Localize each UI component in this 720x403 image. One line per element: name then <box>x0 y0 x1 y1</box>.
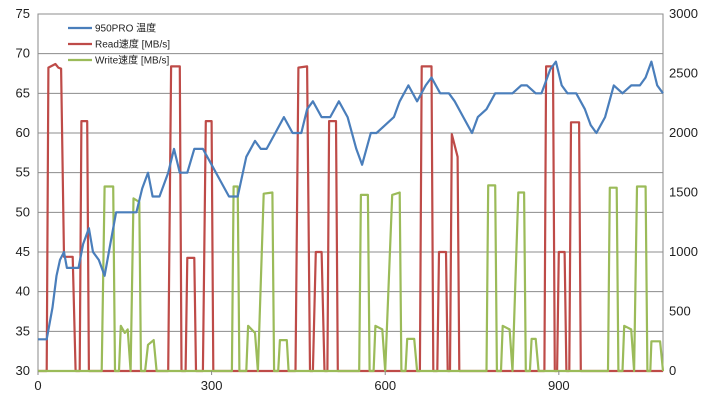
series-lines <box>38 60 665 373</box>
y-tick-label: 35 <box>16 323 30 338</box>
y-tick-label: 70 <box>16 46 30 61</box>
gridlines <box>38 13 663 332</box>
x-tick-label: 600 <box>374 378 396 393</box>
y2-tick-label: 1000 <box>669 244 698 259</box>
y2-tick-label: 3000 <box>669 6 698 21</box>
y-tick-label: 60 <box>16 125 30 140</box>
x-tick-label: 900 <box>548 378 570 393</box>
y2-tick-label: 0 <box>669 363 676 378</box>
x-tick-label: 0 <box>34 378 41 393</box>
y-tick-label: 40 <box>16 284 30 299</box>
y2-tick-label: 1500 <box>669 185 698 200</box>
legend-entry-label: Write速度 [MB/s] <box>95 54 169 67</box>
y2-axis-ticks: 0 500 1000 1500 2000 2500 3000 <box>669 6 698 378</box>
y2-tick-label: 500 <box>669 304 691 319</box>
x-axis-ticks: 0 300 600 900 <box>34 371 570 393</box>
series-line-0 <box>38 60 664 341</box>
y-tick-label: 75 <box>16 6 30 21</box>
y-axis-ticks: 30 35 40 45 50 55 60 65 70 75 <box>16 6 30 378</box>
y-tick-label: 55 <box>16 165 30 180</box>
y-tick-label: 50 <box>16 204 30 219</box>
y-tick-label: 45 <box>16 244 30 259</box>
y-tick-label: 65 <box>16 85 30 100</box>
x-tick-label: 300 <box>201 378 223 393</box>
legend-entry-label: 950PRO 温度 <box>95 22 156 35</box>
y2-tick-label: 2000 <box>669 125 698 140</box>
legend-entry-label: Read速度 [MB/s] <box>95 38 170 51</box>
y-tick-label: 30 <box>16 363 30 378</box>
legend: 950PRO 温度 Read速度 [MB/s] Write速度 [MB/s] <box>68 22 170 67</box>
series-line-2 <box>38 184 665 373</box>
y2-tick-label: 2500 <box>669 66 698 81</box>
